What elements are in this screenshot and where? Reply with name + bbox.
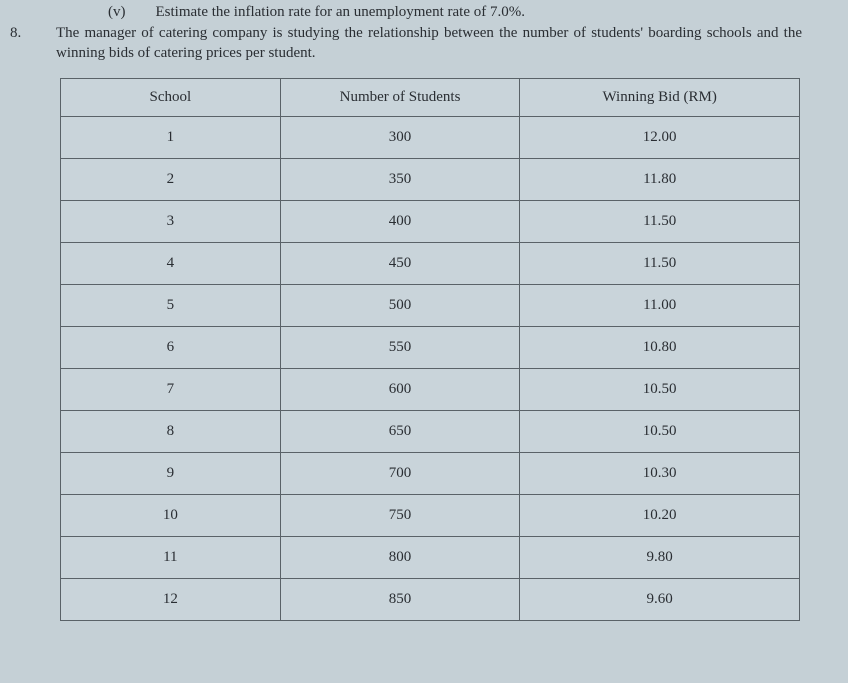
data-table: School Number of Students Winning Bid (R… bbox=[60, 78, 800, 621]
question-row: 8. The manager of catering company is st… bbox=[60, 23, 808, 64]
cell-bid: 10.50 bbox=[520, 368, 800, 410]
cell-students: 350 bbox=[280, 158, 520, 200]
question-number: 8. bbox=[10, 23, 56, 64]
cell-school: 1 bbox=[61, 116, 281, 158]
cell-school: 2 bbox=[61, 158, 281, 200]
cell-students: 700 bbox=[280, 452, 520, 494]
cell-bid: 11.50 bbox=[520, 200, 800, 242]
cell-bid: 10.80 bbox=[520, 326, 800, 368]
cell-school: 9 bbox=[61, 452, 281, 494]
cell-students: 550 bbox=[280, 326, 520, 368]
cell-students: 750 bbox=[280, 494, 520, 536]
document-page: (v) Estimate the inflation rate for an u… bbox=[0, 0, 848, 683]
table-row: 7 600 10.50 bbox=[61, 368, 800, 410]
table-row: 2 350 11.80 bbox=[61, 158, 800, 200]
col-header-bid: Winning Bid (RM) bbox=[520, 78, 800, 116]
question-text: The manager of catering company is study… bbox=[56, 23, 808, 64]
cell-school: 5 bbox=[61, 284, 281, 326]
cell-students: 800 bbox=[280, 536, 520, 578]
cell-students: 400 bbox=[280, 200, 520, 242]
subquestion-text: Estimate the inflation rate for an unemp… bbox=[156, 4, 525, 21]
table-body: 1 300 12.00 2 350 11.80 3 400 11.50 4 45… bbox=[61, 116, 800, 620]
table-row: 12 850 9.60 bbox=[61, 578, 800, 620]
subquestion-roman: (v) bbox=[108, 4, 126, 21]
cell-school: 3 bbox=[61, 200, 281, 242]
cell-bid: 9.80 bbox=[520, 536, 800, 578]
cell-students: 650 bbox=[280, 410, 520, 452]
cell-bid: 11.50 bbox=[520, 242, 800, 284]
prev-subquestion: (v) Estimate the inflation rate for an u… bbox=[60, 4, 808, 21]
table-header-row: School Number of Students Winning Bid (R… bbox=[61, 78, 800, 116]
cell-bid: 12.00 bbox=[520, 116, 800, 158]
cell-students: 850 bbox=[280, 578, 520, 620]
table-row: 6 550 10.80 bbox=[61, 326, 800, 368]
cell-bid: 10.50 bbox=[520, 410, 800, 452]
table-row: 4 450 11.50 bbox=[61, 242, 800, 284]
cell-bid: 10.30 bbox=[520, 452, 800, 494]
cell-students: 450 bbox=[280, 242, 520, 284]
cell-students: 600 bbox=[280, 368, 520, 410]
cell-school: 4 bbox=[61, 242, 281, 284]
cell-school: 6 bbox=[61, 326, 281, 368]
col-header-students: Number of Students bbox=[280, 78, 520, 116]
table-row: 8 650 10.50 bbox=[61, 410, 800, 452]
table-row: 1 300 12.00 bbox=[61, 116, 800, 158]
table-row: 11 800 9.80 bbox=[61, 536, 800, 578]
table-row: 3 400 11.50 bbox=[61, 200, 800, 242]
table-row: 9 700 10.30 bbox=[61, 452, 800, 494]
cell-bid: 11.00 bbox=[520, 284, 800, 326]
cell-bid: 9.60 bbox=[520, 578, 800, 620]
cell-bid: 10.20 bbox=[520, 494, 800, 536]
cell-school: 10 bbox=[61, 494, 281, 536]
cell-students: 300 bbox=[280, 116, 520, 158]
cell-bid: 11.80 bbox=[520, 158, 800, 200]
table-row: 5 500 11.00 bbox=[61, 284, 800, 326]
cell-school: 8 bbox=[61, 410, 281, 452]
cell-school: 12 bbox=[61, 578, 281, 620]
table-row: 10 750 10.20 bbox=[61, 494, 800, 536]
cell-school: 7 bbox=[61, 368, 281, 410]
cell-school: 11 bbox=[61, 536, 281, 578]
cell-students: 500 bbox=[280, 284, 520, 326]
col-header-school: School bbox=[61, 78, 281, 116]
